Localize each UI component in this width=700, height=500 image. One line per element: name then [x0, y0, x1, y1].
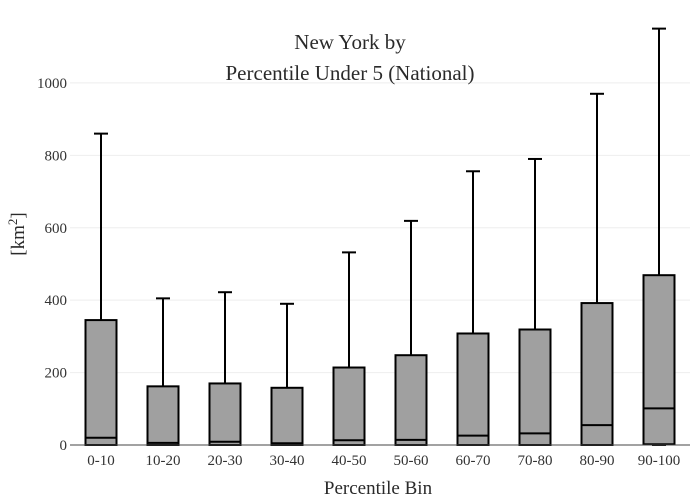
box-0-10 [84, 132, 118, 447]
x-tick-label-80-90: 80-90 [580, 453, 615, 469]
y-tick-label-0: 0 [60, 438, 68, 454]
y-tick-label-800: 800 [45, 148, 68, 164]
y-axis-title-superscript: 2 [5, 219, 20, 226]
chart-title-line-1: New York by [294, 30, 406, 54]
box-rect-50-60 [394, 354, 428, 447]
x-tick-label-70-80: 70-80 [518, 453, 553, 469]
x-tick-label-10-20: 10-20 [146, 453, 181, 469]
box-rect-60-70 [456, 332, 490, 446]
y-axis-title: [km2] [5, 212, 29, 255]
box-rect-10-20 [146, 385, 180, 446]
y-tick-label-200: 200 [45, 366, 68, 382]
y-axis-ticks: 0 200 400 600 800 1000 [37, 76, 67, 454]
y-axis-title-main: [km [8, 225, 29, 256]
box-rect-90-100 [642, 274, 676, 446]
box-10-20 [146, 297, 180, 446]
box-70-80 [518, 157, 552, 446]
box-50-60 [394, 219, 428, 447]
x-axis-ticks: 0-10 10-20 20-30 30-40 40-50 50-60 60-70 70-80 8… [87, 453, 680, 469]
x-tick-label-40-50: 40-50 [332, 453, 367, 469]
box-rect-40-50 [332, 366, 366, 446]
box-series [84, 27, 676, 447]
box-90-100 [642, 27, 676, 446]
box-60-70 [456, 170, 490, 446]
y-tick-label-400: 400 [45, 293, 68, 309]
x-tick-label-0-10: 0-10 [87, 453, 115, 469]
y-tick-label-1000: 1000 [37, 76, 67, 92]
x-axis-title: Percentile Bin [324, 478, 433, 499]
x-tick-label-90-100: 90-100 [638, 453, 681, 469]
x-tick-label-50-60: 50-60 [394, 453, 429, 469]
x-tick-label-60-70: 60-70 [456, 453, 491, 469]
box-rect-80-90 [580, 302, 614, 446]
box-80-90 [580, 92, 614, 446]
box-rect-20-30 [208, 382, 242, 446]
chart-title-line-2: Percentile Under 5 (National) [226, 61, 475, 85]
y-tick-label-600: 600 [45, 221, 68, 237]
box-30-40 [270, 302, 304, 446]
box-20-30 [208, 291, 242, 446]
box-40-50 [332, 251, 366, 446]
box-rect-70-80 [518, 328, 552, 446]
x-tick-label-20-30: 20-30 [208, 453, 243, 469]
y-axis-title-suffix: ] [8, 212, 29, 218]
box-rect-0-10 [84, 319, 118, 447]
box-rect-30-40 [270, 386, 304, 446]
x-tick-label-30-40: 30-40 [270, 453, 305, 469]
